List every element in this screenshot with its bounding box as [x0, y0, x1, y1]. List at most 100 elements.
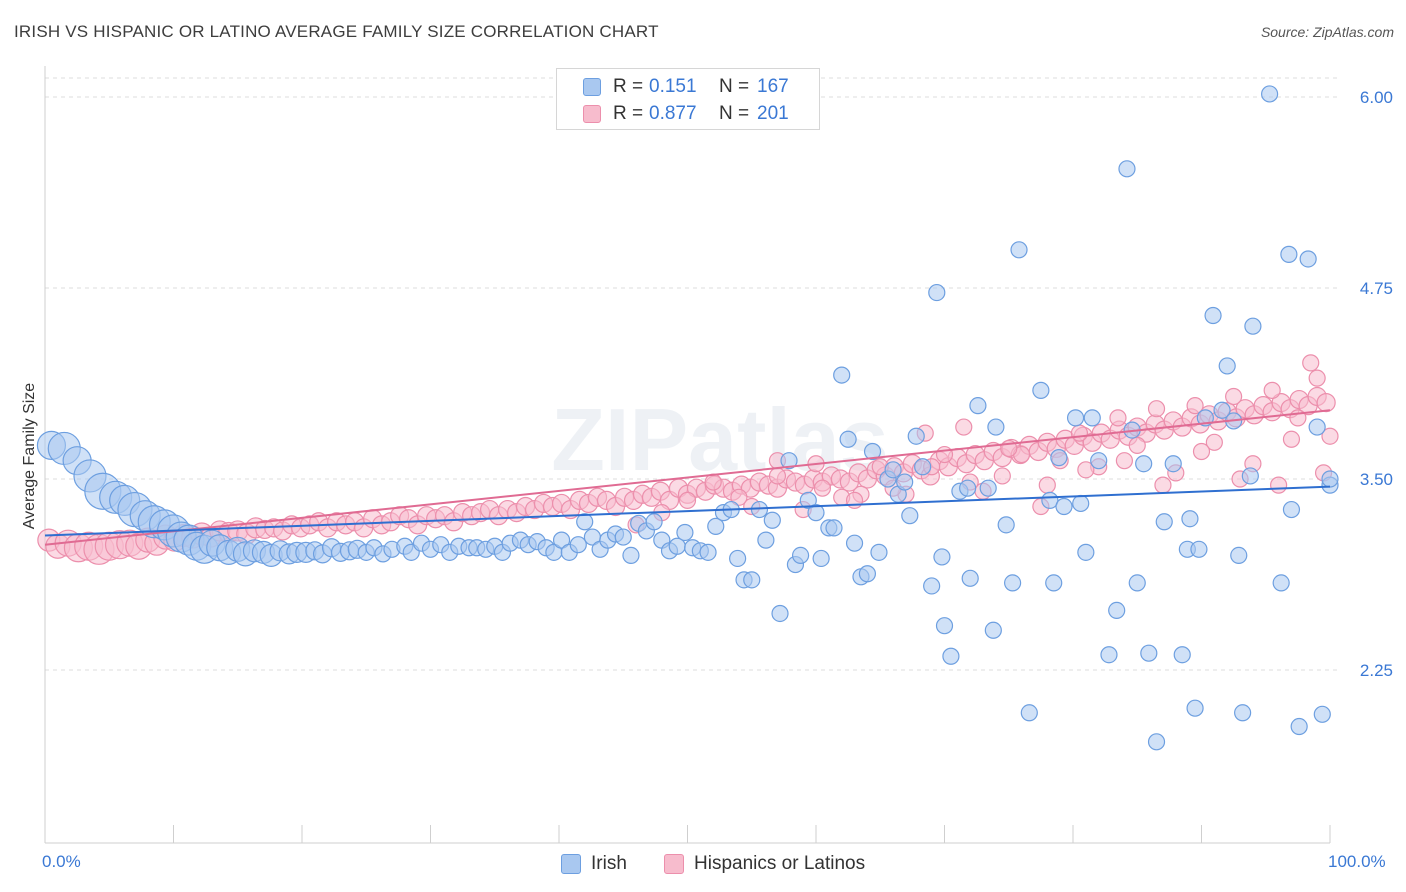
irish-point [676, 523, 694, 542]
irish-point [1090, 452, 1108, 470]
irish-legend-swatch [561, 854, 581, 874]
irish-point [780, 452, 798, 470]
hispanic-legend-swatch [664, 854, 684, 874]
correlation-legend: R = 0.151 N = 167 R = 0.877 N = 201 [556, 68, 820, 130]
irish-point [799, 491, 817, 509]
chart-title: IRISH VS HISPANIC OR LATINO AVERAGE FAMI… [14, 22, 659, 41]
irish-point [959, 479, 977, 497]
irish-point [1234, 704, 1252, 722]
hispanic-r-label: R = [613, 103, 644, 124]
irish-point [896, 473, 914, 491]
hispanic-point [1269, 476, 1288, 494]
hispanic-point [1321, 427, 1339, 445]
irish-point [907, 427, 925, 445]
irish-point [987, 418, 1005, 436]
irish-point [1181, 510, 1199, 528]
hispanic-point [1192, 442, 1211, 461]
irish-point [645, 513, 663, 531]
x-tick-label-min: 0.0% [42, 852, 81, 871]
irish-point [845, 534, 864, 552]
bottom-legend-hispanic: Hispanics or Latinos [664, 852, 865, 876]
irish-point [1050, 449, 1068, 467]
irish-n-label: N = [719, 76, 750, 97]
hispanic-point [1205, 433, 1223, 451]
hispanic-point [1308, 369, 1326, 387]
hispanic-point [1282, 430, 1301, 448]
irish-point [1241, 467, 1259, 485]
irish-point [1118, 160, 1136, 178]
irish-point [1272, 574, 1290, 592]
legend-row-irish: R = 0.151 N = 167 [583, 74, 789, 100]
hispanic-legend-label: Hispanics or Latinos [694, 853, 866, 874]
irish-point [1164, 455, 1182, 473]
irish-point [1261, 85, 1279, 103]
irish-point [901, 507, 919, 525]
irish-point [1155, 513, 1173, 531]
legend-row-hispanic: R = 0.877 N = 201 [583, 101, 789, 127]
irish-point [771, 604, 789, 623]
hispanic-point [813, 479, 832, 497]
irish-point [1244, 317, 1262, 335]
irish-point [969, 397, 987, 415]
irish-point [791, 546, 810, 565]
irish-point [923, 577, 941, 595]
irish-point [1066, 409, 1085, 427]
irish-point [839, 430, 857, 448]
irish-point [1218, 357, 1236, 375]
irish-point [1204, 306, 1222, 325]
irish-point [928, 283, 946, 302]
hispanic-n-value: 201 [757, 103, 789, 124]
y-axis-label: Average Family Size [21, 382, 38, 530]
irish-point [942, 647, 960, 665]
hispanic-point [1070, 424, 1089, 442]
x-tick-label-max: 100.0% [1328, 852, 1386, 871]
irish-point [1147, 733, 1166, 751]
irish-point [1020, 704, 1038, 722]
irish-point [1282, 500, 1301, 519]
irish-point [1313, 705, 1331, 723]
hispanic-point [768, 467, 787, 485]
hispanic-point [845, 491, 864, 509]
hispanic-point [1109, 409, 1127, 427]
y-tick-label: 4.75 [1360, 279, 1393, 298]
irish-swatch [583, 78, 601, 96]
irish-trend-line [44, 485, 1331, 537]
irish-point [1299, 250, 1317, 268]
irish-point [1308, 418, 1326, 436]
hispanic-point [678, 491, 697, 509]
hispanic-point [993, 467, 1011, 485]
irish-point [1186, 699, 1204, 717]
irish-point [1010, 241, 1028, 259]
irish-point [1072, 494, 1090, 513]
irish-point [622, 546, 640, 565]
hispanic-point [1263, 381, 1281, 399]
hispanic-point [1316, 393, 1336, 413]
irish-n-value: 167 [757, 76, 789, 97]
irish-point [1140, 644, 1158, 662]
irish-point [1032, 381, 1050, 399]
irish-point [1190, 540, 1208, 558]
irish-point [825, 519, 843, 537]
hispanic-point [1302, 354, 1320, 372]
series-irish [36, 85, 1339, 751]
irish-point [870, 543, 888, 561]
irish-point [1290, 717, 1308, 736]
irish-point [763, 511, 781, 529]
hispanic-n-label: N = [719, 103, 750, 124]
irish-point [1100, 646, 1118, 664]
irish-point [935, 617, 954, 635]
hispanic-point [1038, 476, 1056, 494]
source-credit: Source: ZipAtlas.com [1260, 24, 1394, 40]
irish-point [1321, 470, 1339, 488]
irish-r-value: 0.151 [649, 76, 697, 97]
y-tick-labels: 2.25 3.50 4.75 6.00 [1360, 88, 1393, 680]
irish-point [1004, 574, 1022, 592]
hispanic-point [1147, 400, 1166, 418]
irish-point [833, 366, 851, 384]
hispanic-point [1077, 461, 1095, 479]
irish-point [1213, 401, 1231, 419]
irish-point [914, 458, 932, 476]
irish-point [1083, 409, 1101, 427]
irish-point [707, 517, 725, 535]
irish-point [807, 504, 825, 522]
